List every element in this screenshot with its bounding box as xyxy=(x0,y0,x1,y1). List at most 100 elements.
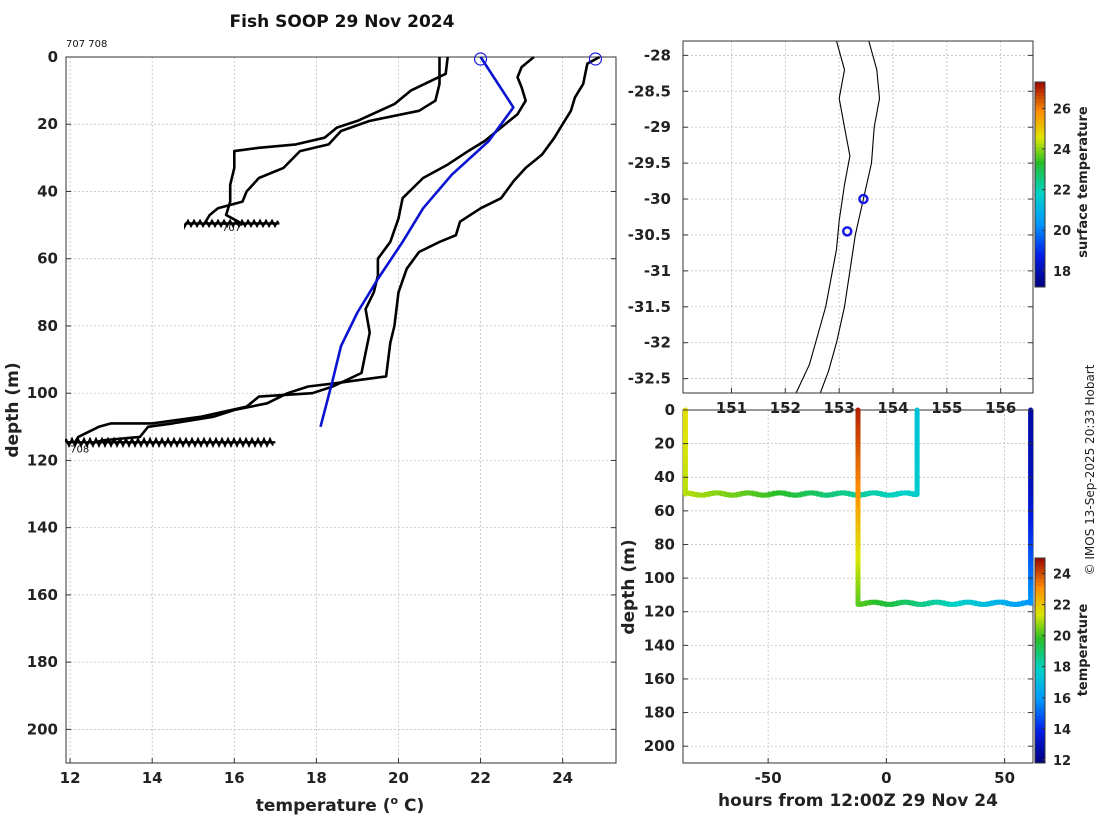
profile-y-tick-label: 20 xyxy=(37,115,58,133)
timeseries-colorbar-tick-label: 12 xyxy=(1053,754,1071,769)
timeseries-colorbar-segment xyxy=(1035,728,1045,733)
profile-y-tick-label: 160 xyxy=(27,586,58,604)
map-colorbar-segment xyxy=(1035,105,1045,110)
timeseries-x-tick-label: -50 xyxy=(755,769,782,787)
timeseries-colorbar-segment xyxy=(1035,595,1045,600)
profile-id-label: 708 xyxy=(70,445,89,456)
map-colorbar-segment xyxy=(1035,143,1045,148)
timeseries-colorbar-segment xyxy=(1035,722,1045,726)
timeseries-colorbar-tick-label: 24 xyxy=(1053,568,1071,583)
map-colorbar-segment xyxy=(1035,119,1045,124)
map-coastlines xyxy=(795,40,881,394)
timeseries-colorbar-segment xyxy=(1035,681,1045,685)
profile-y-tick-label: 140 xyxy=(27,519,58,537)
map-colorbar-segment xyxy=(1035,133,1045,138)
map-colorbar-segment xyxy=(1035,232,1045,237)
map-colorbar-segment xyxy=(1035,280,1045,285)
map-colorbar-segment xyxy=(1035,167,1045,172)
timeseries-colorbar-segment xyxy=(1035,629,1045,634)
map-colorbar-segment xyxy=(1035,181,1045,185)
timeseries-colorbar-segment xyxy=(1035,622,1045,627)
map-colorbar-segment xyxy=(1035,157,1045,162)
profile-x-axis-label: temperature (o C) xyxy=(256,794,425,816)
timeseries-y-tick-label: 0 xyxy=(665,401,675,419)
map-colorbar-segment xyxy=(1035,95,1045,100)
map-colorbar-segment xyxy=(1035,184,1045,189)
map-colorbar-segment xyxy=(1035,174,1045,179)
map-colorbar-segment xyxy=(1035,187,1045,192)
timeseries-y-tick-label: 40 xyxy=(654,468,675,486)
timeseries-colorbar-segment xyxy=(1035,711,1045,716)
timeseries-colorbar-tick-label: 18 xyxy=(1053,661,1071,676)
map-colorbar-segment xyxy=(1035,164,1045,168)
timeseries-x-tick-label: 0 xyxy=(881,769,891,787)
timeseries-colorbar-segment xyxy=(1035,674,1045,679)
timeseries-tracks xyxy=(682,407,1034,607)
timeseries-colorbar-segment xyxy=(1035,633,1045,638)
map-colorbar-segment xyxy=(1035,269,1045,274)
map-colorbar-segment xyxy=(1035,228,1045,233)
map-points xyxy=(841,193,869,237)
profile-y-tick-label: 60 xyxy=(37,250,58,268)
map-colorbar-segment xyxy=(1035,85,1045,90)
profile-y-tick-label: 200 xyxy=(27,720,58,738)
timeseries-colorbar-segment xyxy=(1035,684,1045,689)
profile-x-tick-label: 18 xyxy=(306,769,327,787)
profile-ids: 707 708 xyxy=(66,39,107,50)
timeseries-grid xyxy=(683,409,1033,763)
profile-y-tick-label: 40 xyxy=(37,182,58,200)
map-colorbar-segment xyxy=(1035,246,1045,250)
profile-y-axis-label: depth (m) xyxy=(3,362,23,457)
map-colorbar-segment xyxy=(1035,198,1045,203)
timeseries-colorbar-segment xyxy=(1035,687,1045,692)
map-colorbar-segment xyxy=(1035,256,1045,261)
map-y-tick-label: -32.5 xyxy=(628,370,671,388)
timeseries-colorbar-tick-label: 16 xyxy=(1053,692,1071,707)
map-colorbar-segment xyxy=(1035,263,1045,267)
map-colorbar-segment xyxy=(1035,123,1045,127)
timeseries-colorbar-segment xyxy=(1035,704,1045,709)
timeseries-colorbar-segment xyxy=(1035,759,1045,764)
timeseries-y-tick-label: 180 xyxy=(644,704,675,722)
timeseries-colorbar-segment xyxy=(1035,677,1045,682)
map-colorbar-segment xyxy=(1035,82,1045,86)
map-colorbar-segment xyxy=(1035,153,1045,158)
timeseries-colorbar-segment xyxy=(1035,564,1045,569)
timeseries-colorbar-segment xyxy=(1035,626,1045,631)
timeseries-y-tick-label: 20 xyxy=(654,435,675,453)
map-colorbar-segment xyxy=(1035,126,1045,131)
map-colorbar-segment xyxy=(1035,140,1045,144)
timeseries-colorbar-segment xyxy=(1035,715,1045,720)
map-colorbar-segment xyxy=(1035,273,1045,278)
timeseries-colorbar-segment xyxy=(1035,588,1045,593)
timeseries-colorbar-segment xyxy=(1035,691,1045,696)
map-colorbar: 18 20 22 24 26 xyxy=(1034,81,1071,288)
timeseries-y-tick-label: 100 xyxy=(644,569,675,587)
profile-start-marker xyxy=(588,52,603,66)
timeseries-colorbar-segment xyxy=(1035,581,1045,586)
timeseries-colorbar-segment xyxy=(1035,694,1045,699)
timeseries-y-tick-label: 160 xyxy=(644,670,675,688)
map-colorbar-segment xyxy=(1035,170,1045,175)
timeseries-y-axis-label: depth (m) xyxy=(619,539,639,634)
timeseries-colorbar-segment xyxy=(1035,571,1045,576)
timeseries-colorbar-segment xyxy=(1035,592,1045,597)
map-colorbar-frame xyxy=(1034,81,1046,288)
timeseries-colorbar-label: temperature xyxy=(1076,604,1091,697)
map-colorbar-label: surface temperature xyxy=(1076,106,1091,258)
timeseries-colorbar-segment xyxy=(1035,636,1045,641)
timeseries-colorbar-segment xyxy=(1035,646,1045,651)
timeseries-colorbar-segment xyxy=(1035,708,1045,713)
timeseries-colorbar-tick-label: 22 xyxy=(1053,599,1071,614)
timeseries-colorbar-segment xyxy=(1035,619,1045,624)
map-colorbar-segment xyxy=(1035,242,1045,247)
timeseries-colorbar-segment xyxy=(1035,718,1045,723)
map-colorbar-segment xyxy=(1035,194,1045,199)
map-y-tick-label: -29 xyxy=(644,118,671,136)
profile-axes-frame xyxy=(65,56,617,764)
profile-series xyxy=(73,55,601,445)
map-colorbar-segment xyxy=(1035,283,1045,288)
map-colorbar-segment xyxy=(1035,225,1045,230)
map-x-tick-label: 151 xyxy=(716,399,747,417)
map-y-tick-label: -32 xyxy=(644,334,671,352)
